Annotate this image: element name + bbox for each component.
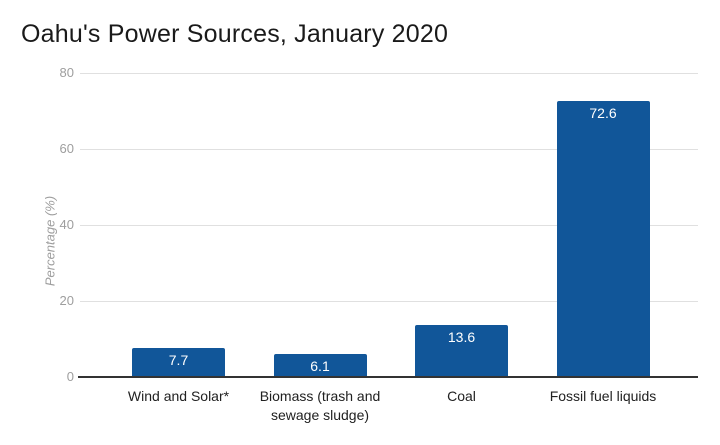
x-axis-line — [78, 376, 698, 378]
bar-value-label: 13.6 — [447, 329, 476, 346]
bar-value-label: 72.6 — [589, 105, 617, 122]
bar-biomass-trash-and-sewage-sludge[interactable]: 6.1 — [273, 353, 367, 377]
gridline — [80, 148, 698, 150]
bar-value-label: 7.7 — [168, 351, 189, 368]
x-category-label-coal: Coal — [447, 388, 476, 404]
bar-fossil-fuel-liquids[interactable]: 72.6 — [556, 101, 650, 377]
y-tick-label: 20 — [59, 293, 74, 308]
y-tick-label: 0 — [66, 369, 74, 384]
bar-wind-and-solar[interactable]: 7.7 — [132, 347, 225, 377]
gridline — [80, 72, 698, 74]
y-axis-title: Percentage (%) — [42, 195, 58, 287]
y-tick-label: 40 — [59, 217, 74, 232]
chart-title: Oahu's Power Sources, January 2020 — [21, 20, 449, 48]
y-tick-label: 80 — [59, 65, 74, 80]
x-category-label-fossil-fuel-liquids: Fossil fuel liquids — [549, 388, 657, 404]
y-tick-label: 60 — [59, 141, 74, 156]
bar-coal[interactable]: 13.6 — [415, 325, 508, 377]
x-category-label-wind-and-solar: Wind and Solar* — [127, 388, 230, 404]
gridline — [80, 300, 698, 302]
bar-value-label: 6.1 — [310, 357, 330, 374]
gridline — [80, 224, 698, 226]
x-category-label-biomass-trash-and-sewage-sludge: Biomass (trash and sewage sludge) — [259, 388, 381, 423]
